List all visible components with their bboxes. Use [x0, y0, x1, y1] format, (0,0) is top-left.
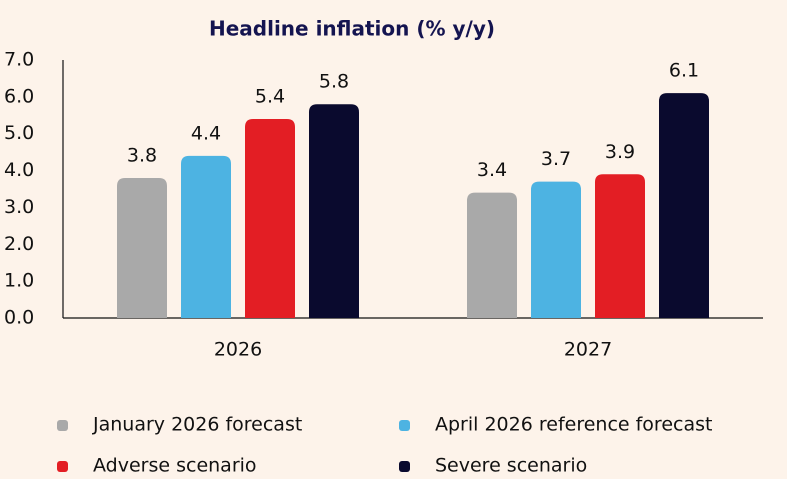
y-tick-label: 5.0 [4, 122, 34, 144]
data-label: 3.7 [541, 148, 571, 170]
legend-label: January 2026 forecast [92, 414, 302, 436]
y-tick-label: 3.0 [4, 196, 34, 218]
bar [467, 192, 517, 318]
data-label: 6.1 [669, 60, 699, 82]
x-tick-label: 2026 [214, 339, 262, 361]
y-tick-label: 1.0 [4, 270, 34, 292]
bar [181, 155, 231, 318]
data-label: 4.4 [191, 122, 221, 144]
y-tick-label: 7.0 [4, 49, 34, 71]
bar [245, 118, 295, 318]
legend-marker [399, 461, 410, 472]
data-label: 5.4 [255, 85, 285, 107]
legend-label: April 2026 reference forecast [435, 414, 712, 436]
data-label: 3.4 [477, 159, 507, 181]
y-tick-label: 4.0 [4, 159, 34, 181]
legend-label: Adverse scenario [93, 455, 257, 477]
y-tick-label: 0.0 [4, 307, 34, 329]
chart-title: Headline inflation (% y/y) [209, 17, 495, 41]
legend-marker [399, 420, 410, 431]
bar [659, 93, 709, 319]
y-tick-label: 2.0 [4, 233, 34, 255]
x-tick-label: 2027 [564, 339, 612, 361]
bar [595, 174, 645, 318]
legend-marker [57, 461, 68, 472]
data-label: 5.8 [319, 71, 349, 93]
legend-marker [57, 420, 68, 431]
data-label: 3.9 [605, 141, 635, 163]
legend-label: Severe scenario [435, 455, 587, 477]
bar [531, 181, 581, 318]
bar [309, 104, 359, 318]
y-tick-label: 6.0 [4, 85, 34, 107]
data-label: 3.8 [127, 144, 157, 166]
bar [117, 177, 167, 318]
